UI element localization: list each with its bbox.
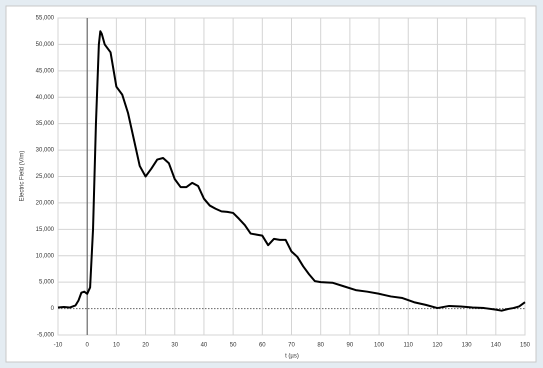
y-tick-label: 35,000 bbox=[36, 121, 55, 127]
y-tick-label: 45,000 bbox=[36, 68, 55, 74]
x-tick-label: 110 bbox=[403, 343, 413, 349]
x-tick-label: 100 bbox=[374, 343, 385, 349]
y-tick-label: 5,000 bbox=[39, 280, 55, 286]
y-axis-label: Electric Field (V/m) bbox=[20, 151, 26, 202]
x-tick-label: 10 bbox=[113, 343, 120, 349]
y-tick-label: 25,000 bbox=[36, 174, 55, 180]
y-tick-label: 55,000 bbox=[36, 16, 55, 22]
x-tick-label: 60 bbox=[259, 343, 266, 349]
y-tick-label: 30,000 bbox=[36, 148, 55, 154]
y-tick-label: -5,000 bbox=[37, 333, 55, 339]
x-tick-label: 80 bbox=[317, 343, 324, 349]
x-tick-label: 120 bbox=[432, 343, 443, 349]
x-tick-label: 140 bbox=[491, 343, 502, 349]
x-tick-label: 130 bbox=[462, 343, 473, 349]
x-tick-label: 20 bbox=[142, 343, 149, 349]
y-tick-label: 10,000 bbox=[36, 253, 55, 259]
x-tick-label: 30 bbox=[171, 343, 178, 349]
data-line bbox=[57, 30, 526, 312]
x-tick-label: 70 bbox=[288, 343, 295, 349]
y-tick-label: 50,000 bbox=[36, 42, 55, 48]
x-tick-label: 40 bbox=[201, 343, 208, 349]
x-tick-label: -10 bbox=[54, 343, 63, 349]
y-tick-label: 20,000 bbox=[36, 200, 55, 206]
x-axis-label: t (µs) bbox=[285, 354, 299, 360]
y-tick-label: 0 bbox=[51, 306, 55, 312]
x-tick-label: 90 bbox=[347, 343, 354, 349]
y-tick-label: 15,000 bbox=[36, 227, 55, 233]
x-tick-label: 50 bbox=[230, 343, 237, 349]
y-tick-label: 40,000 bbox=[36, 95, 55, 101]
x-tick-label: 150 bbox=[520, 343, 531, 349]
x-tick-label: 0 bbox=[86, 343, 90, 349]
